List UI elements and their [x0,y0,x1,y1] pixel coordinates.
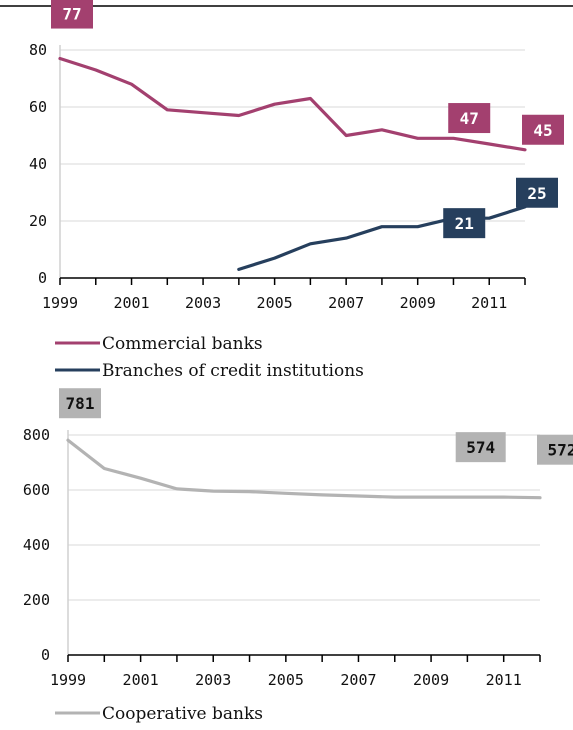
chart-panel-1 [51,0,564,372]
y-tick-label: 40 [29,155,47,173]
x-tick-label: 1999 [42,294,78,312]
data-label-box [443,208,486,239]
data-label: 77 [62,5,81,24]
x-tick-label: 2009 [413,671,449,689]
y-tick-label: 20 [29,212,47,230]
y-tick-label: 400 [23,536,50,554]
series-line-1 [66,438,542,500]
y-tick-label: 0 [41,646,50,664]
x-tick-label: 2001 [123,671,159,689]
y-tick-label: 80 [29,41,47,59]
data-label: 45 [533,121,552,140]
data-label-box [59,388,101,419]
y-tick-label: 0 [38,269,47,287]
data-label-box [455,432,506,463]
y-tick-label: 60 [29,98,47,116]
legend-label: Branches of credit institutions [102,361,364,381]
data-label: 781 [66,394,95,413]
data-label: 25 [527,184,546,203]
chart-panel-2 [55,388,573,715]
legend-label: Commercial banks [102,334,263,354]
x-tick-label: 2011 [471,294,507,312]
data-label: 21 [455,214,474,233]
x-tick-label: 2005 [268,671,304,689]
x-tick-label: 2007 [328,294,364,312]
data-label-box [448,103,491,134]
x-tick-label: 1999 [50,671,86,689]
data-label-box [51,0,93,29]
y-tick-label: 600 [23,481,50,499]
x-tick-label: 2001 [113,294,149,312]
series-line-1 [58,56,527,152]
data-label-box [537,434,573,465]
x-tick-label: 2005 [257,294,293,312]
data-label-box [522,114,564,145]
data-label: 47 [460,109,479,128]
y-tick-label: 200 [23,591,50,609]
x-tick-label: 2003 [185,294,221,312]
data-label: 572 [548,441,573,460]
x-tick-label: 2009 [400,294,436,312]
x-tick-label: 2011 [486,671,522,689]
x-tick-label: 2003 [195,671,231,689]
y-tick-label: 800 [23,426,50,444]
x-tick-label: 2007 [340,671,376,689]
legend-label: Cooperative banks [102,704,263,724]
data-label: 574 [466,438,495,457]
data-label-box [516,177,558,208]
